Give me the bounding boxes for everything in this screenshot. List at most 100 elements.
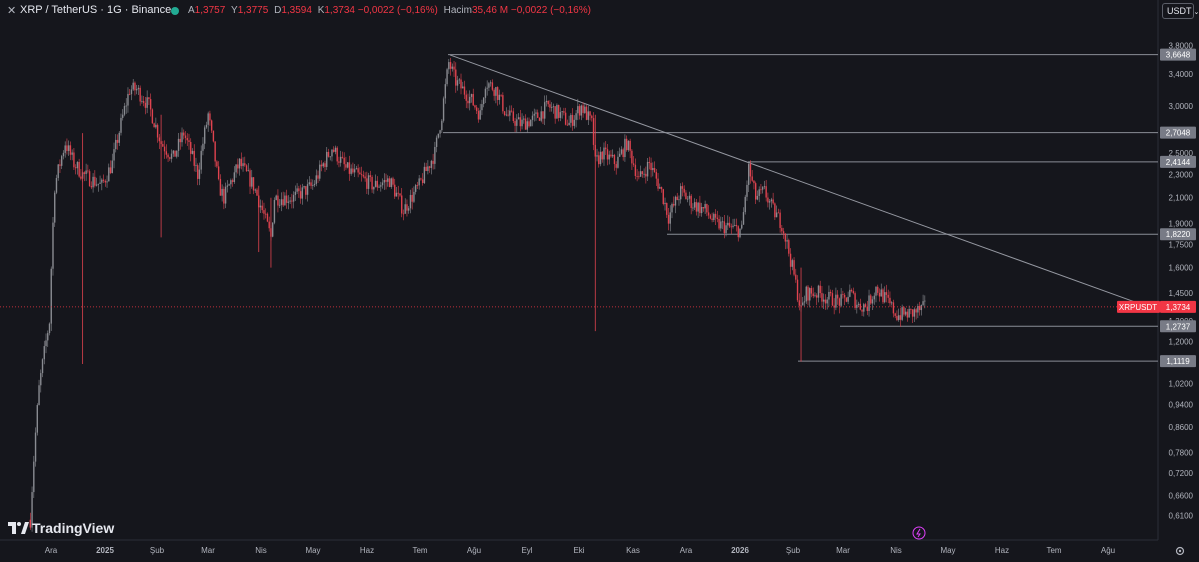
- candle-body: [343, 157, 345, 165]
- settings-gear-icon[interactable]: [1175, 546, 1185, 556]
- candle-body: [592, 118, 595, 145]
- candle-body: [723, 221, 726, 234]
- candle-body: [66, 145, 68, 151]
- time-axis[interactable]: Ara 2025 Şub Mar Nis May Haz Tem Ağu Eyl Eki Kas Ara…: [45, 546, 1115, 555]
- candle-body: [575, 113, 577, 120]
- candle-body: [451, 66, 453, 69]
- candle-body: [303, 186, 305, 188]
- candle-body: [544, 102, 546, 119]
- candle-body: [580, 105, 583, 116]
- candle-body: [772, 199, 774, 204]
- candle-body: [601, 151, 603, 160]
- high-value: 1,3775: [237, 5, 269, 16]
- candle-body: [840, 294, 842, 306]
- candle-body: [884, 292, 886, 303]
- candle-body: [744, 196, 746, 213]
- candle-body: [714, 213, 717, 218]
- candle-body: [383, 180, 385, 183]
- candle-body: [573, 119, 576, 126]
- lightning-icon[interactable]: [912, 526, 926, 540]
- candle-body: [38, 385, 40, 406]
- candle-body: [535, 112, 537, 114]
- candle-body: [238, 158, 241, 169]
- candle-body: [829, 291, 832, 294]
- candle-body: [582, 105, 584, 113]
- candle-body: [836, 294, 839, 299]
- candle-body: [458, 79, 460, 81]
- candle-body: [643, 173, 645, 175]
- low-label: D: [274, 5, 282, 16]
- candle-body: [416, 185, 419, 186]
- candle-body: [43, 346, 45, 360]
- candle-body: [214, 141, 216, 162]
- candle-body: [496, 87, 499, 100]
- candle-body: [284, 195, 286, 206]
- candle-body: [33, 461, 35, 493]
- symbol-tag: [1117, 300, 1160, 313]
- candle-body: [31, 492, 33, 528]
- candle-body: [254, 189, 256, 191]
- candle-body: [903, 307, 905, 315]
- candle-body: [446, 69, 448, 85]
- candle-body: [193, 150, 195, 166]
- candle-body: [470, 94, 473, 97]
- candle-body: [870, 295, 872, 304]
- candle-body: [882, 289, 884, 303]
- price-tick-label: 1,0200: [1169, 379, 1194, 388]
- candle-body: [177, 138, 180, 151]
- candle-body: [861, 309, 863, 312]
- candle-body: [782, 231, 785, 234]
- candle-body: [338, 161, 340, 163]
- candle-body: [298, 188, 300, 192]
- candle-body: [442, 98, 445, 121]
- candle-body: [251, 177, 253, 187]
- price-tick-label: 1,9000: [1169, 219, 1194, 228]
- candle-body: [221, 188, 223, 196]
- candle-body: [587, 111, 589, 120]
- price-tick-label: 1,6000: [1169, 264, 1194, 273]
- candle-body: [683, 188, 685, 193]
- tradingview-logo-icon: [8, 522, 29, 534]
- candle-body: [191, 150, 194, 154]
- candle-body: [188, 140, 190, 142]
- price-axis[interactable]: 3,8000 3,4000 3,0000 2,5000 2,3000 2,1000 1,90…: [1169, 41, 1194, 520]
- time-tick-label: Ara: [680, 546, 693, 555]
- candle-body: [510, 110, 513, 112]
- candle-body: [554, 106, 556, 119]
- candle-body: [210, 120, 213, 131]
- candle-body: [545, 100, 548, 103]
- candle-body: [369, 175, 372, 177]
- candle-body: [904, 311, 907, 315]
- candle-body: [87, 170, 89, 172]
- candle-body: [509, 110, 511, 116]
- candle-body: [108, 167, 110, 182]
- price-tick-label: 0,6600: [1169, 491, 1194, 500]
- candle-body: [306, 184, 309, 195]
- candle-body: [142, 101, 145, 103]
- candle-body: [336, 147, 338, 162]
- tradingview-brand[interactable]: TradingView: [32, 520, 115, 536]
- candle-body: [528, 121, 530, 127]
- candle-body: [578, 106, 581, 116]
- time-tick-label: Kas: [626, 546, 640, 555]
- candle-body: [798, 300, 800, 306]
- candle-body: [247, 170, 249, 172]
- close-icon[interactable]: ✕: [7, 5, 17, 17]
- trendline[interactable]: [449, 54, 1141, 305]
- horizontal-levels[interactable]: [443, 54, 1158, 362]
- candle-body: [219, 178, 222, 196]
- symbol-title[interactable]: XRP / TetherUS · 1G · Binance: [20, 4, 172, 16]
- candle-body: [897, 315, 900, 321]
- candle-body: [233, 172, 236, 182]
- candle-body: [735, 225, 738, 227]
- candle-body: [313, 183, 316, 186]
- trendline-segment[interactable]: [449, 54, 1141, 305]
- candle-body: [795, 274, 797, 280]
- volume-label: Hacim: [443, 5, 472, 16]
- candle-body: [242, 163, 244, 167]
- currency-select[interactable]: USDT ⌄: [1162, 3, 1199, 19]
- candle-body: [395, 192, 398, 197]
- price-tick-label: 2,3000: [1169, 170, 1194, 179]
- candle-body: [380, 185, 382, 187]
